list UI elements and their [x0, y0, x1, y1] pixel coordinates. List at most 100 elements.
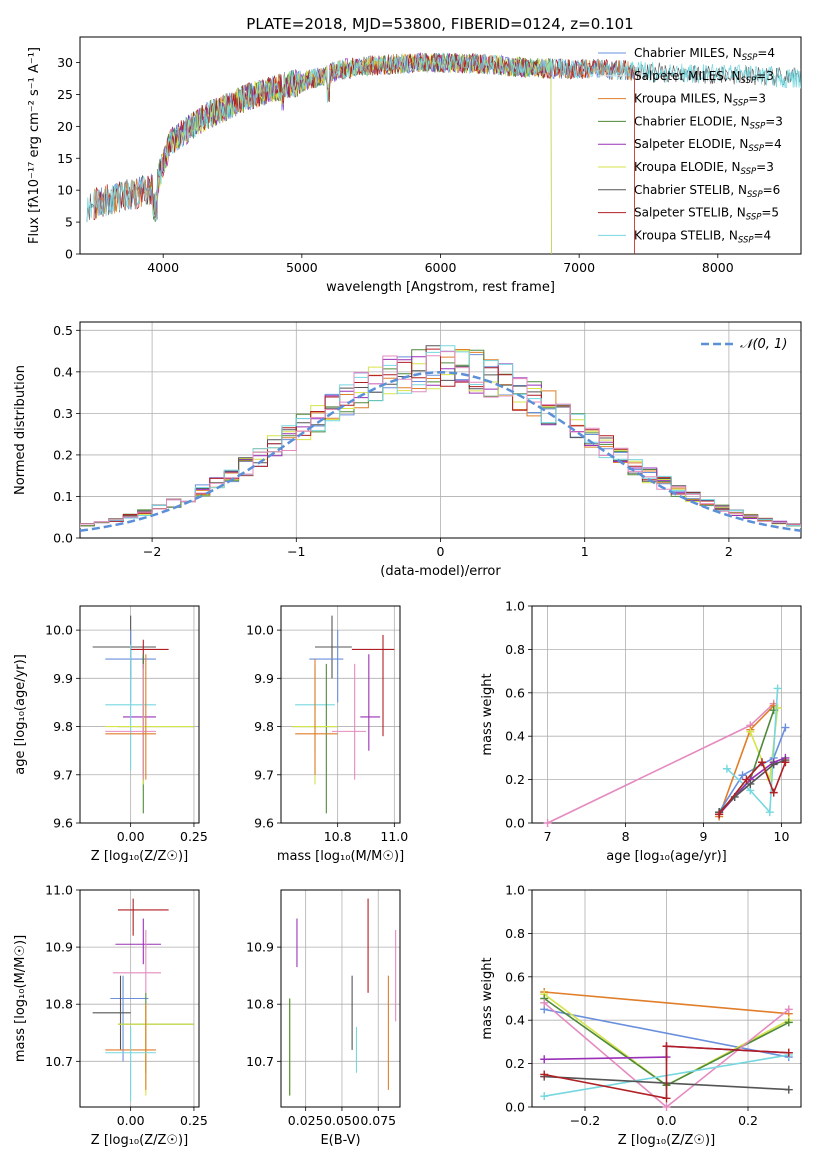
x-tick-label: 7 [544, 829, 552, 844]
legend-entry: Salpeter STELIB, NSSP=5 [634, 206, 779, 223]
y-tick-label: 9.8 [53, 719, 73, 734]
y-tick-label: 9.9 [254, 671, 274, 686]
weight-point-marker [662, 1103, 671, 1111]
weight-point-marker [540, 998, 549, 1007]
x-axis-label: E(B-V) [320, 1133, 360, 1148]
y-tick-label: 10.7 [45, 1054, 73, 1069]
legend-entry: Kroupa STELIB, NSSP=4 [634, 228, 771, 245]
weight-series-line [544, 991, 789, 1015]
weight-point-marker [746, 727, 755, 736]
spectrum-series-line [86, 52, 801, 222]
spectrum-series-line [148, 53, 552, 254]
weight_vs_Z-panel: −0.2 0.0 0.2 0.0 0.2 0.4 0.6 0.8 1.0 Z [log₁₀(Z/Z… [480, 883, 802, 1148]
x-tick-label: 9 [700, 829, 708, 844]
y-tick-label: 9.7 [254, 767, 274, 782]
weight-point-marker [543, 819, 552, 827]
x-tick-label: 0.25 [180, 1113, 208, 1128]
y-tick-label: 0.0 [53, 531, 73, 546]
ticks: 0.00 0.25 10.7 10.8 10.9 11.0 [45, 883, 208, 1129]
spectrum-lines [86, 51, 801, 254]
age_vs_Z-panel: 0.00 0.25 9.6 9.7 9.8 9.9 10.0 Z [log₁₀(Z/Z☉)] a… [13, 605, 208, 864]
weight-point-marker [765, 808, 774, 817]
weight-point-marker [784, 1005, 793, 1014]
y-tick-label: 9.7 [53, 767, 73, 782]
y-tick-label: 9.8 [254, 719, 274, 734]
ticks: 0.00 0.25 9.6 9.7 9.8 9.9 10.0 [45, 623, 208, 844]
y-tick-label: 1.0 [505, 599, 525, 614]
y-tick-label: 10.0 [45, 623, 73, 638]
y-tick-label: 15 [57, 151, 73, 166]
x-axis-label: wavelength [Angstrom, rest frame] [326, 280, 555, 295]
errorbars [92, 898, 194, 1102]
x-tick-label: 11.0 [380, 829, 408, 844]
weight-series-line [726, 688, 779, 815]
spectrum-series-line [93, 52, 635, 254]
grid-lines [532, 605, 801, 824]
weight-point-marker [662, 1094, 671, 1103]
x-tick-label: −2 [143, 544, 161, 559]
grid-lines [80, 606, 199, 824]
weight-point-marker [540, 1092, 549, 1101]
x-axis-label: (data-model)/error [380, 564, 501, 579]
y-tick-label: 0.8 [505, 642, 525, 657]
y-tick-label: 25 [57, 87, 73, 102]
weight-series-line [547, 703, 775, 824]
x-axis-label: Z [log₁₀(Z/Z☉)] [91, 1133, 188, 1148]
weight-point-marker [781, 723, 790, 732]
spectrum-series-line [93, 53, 635, 254]
grid-lines [281, 606, 400, 824]
x-tick-label: 7000 [563, 260, 595, 275]
y-tick-label: 0.1 [53, 489, 73, 504]
legend-entry: Kroupa ELODIE, NSSP=3 [634, 160, 774, 177]
x-tick-label: 0.0 [657, 1113, 677, 1128]
weight-point-marker [540, 1055, 549, 1064]
y-axis-label: mass weight [480, 673, 495, 755]
y-tick-label: 10.8 [246, 997, 274, 1012]
y-tick-label: 20 [57, 119, 73, 134]
ticks: −2 −1 0 1 2 0.0 0.1 0.2 0.3 0.4 0.5 [53, 323, 733, 559]
x-tick-label: 1 [581, 544, 589, 559]
y-tick-label: 0 [65, 247, 73, 262]
legend-entry: Chabrier STELIB, NSSP=6 [634, 183, 780, 200]
spectrum-panel: 4000 5000 6000 7000 8000 0 5 10 15 20 25 30 waveleng… [27, 36, 802, 295]
weight-point-marker [662, 1042, 671, 1051]
ticks: 7 8 9 10 0.0 0.2 0.4 0.6 0.8 1.0 [505, 599, 789, 845]
axes-frame [79, 889, 200, 1108]
weight-lines [543, 684, 790, 827]
y-tick-label: 11.0 [45, 883, 73, 898]
legend-entry: Chabrier MILES, NSSP=4 [634, 46, 775, 63]
weight-point-marker [758, 758, 767, 767]
ticks: 10.8 11.0 9.6 9.7 9.8 9.9 10.0 [246, 623, 408, 844]
y-tick-label: 0.0 [505, 816, 525, 831]
legend-entry: Chabrier ELODIE, NSSP=3 [634, 114, 783, 131]
y-tick-label: 30 [57, 55, 73, 70]
weight-series-line [544, 1045, 789, 1100]
weight-point-marker [540, 1070, 549, 1079]
y-axis-label: mass [log₁₀(M/M☉)] [13, 935, 28, 1062]
axes-frame [280, 605, 401, 824]
y-tick-label: 9.6 [53, 816, 73, 831]
x-tick-label: −1 [287, 544, 305, 559]
gaussian-curve [80, 371, 801, 532]
axes-frame [280, 889, 401, 1108]
mass_vs_Z-panel: 0.00 0.25 10.7 10.8 10.9 11.0 Z [log₁₀(Z/Z☉)] m… [13, 883, 208, 1149]
x-axis-label: Z [log₁₀(Z/Z☉)] [618, 1133, 715, 1148]
mass_vs_ebv-panel: 0.025 0.050 0.075 10.7 10.8 10.9 E(B-V) [246, 889, 401, 1148]
weight-lines [540, 987, 793, 1111]
errorbars [92, 615, 194, 814]
y-axis-label: Flux [fλ10⁻¹⁷ erg cm⁻² s⁻¹ A⁻¹] [27, 47, 42, 244]
weight-point-marker [742, 775, 751, 784]
weight-point-marker [769, 788, 778, 797]
axes-frame [79, 36, 802, 255]
y-tick-label: 0.3 [53, 406, 73, 421]
x-tick-label: 10.8 [324, 829, 352, 844]
x-tick-label: 0 [437, 544, 445, 559]
y-tick-label: 0.6 [505, 969, 525, 984]
age_vs_mass-panel: 10.8 11.0 9.6 9.7 9.8 9.9 10.0 mass [log₁₀(M/M☉… [246, 605, 408, 864]
y-axis-label: Normed distribution [13, 365, 28, 495]
weight-point-marker [784, 1085, 793, 1094]
x-tick-label: 0.00 [117, 1113, 145, 1128]
x-tick-label: 0.25 [180, 829, 208, 844]
x-tick-label: 2 [725, 544, 733, 559]
